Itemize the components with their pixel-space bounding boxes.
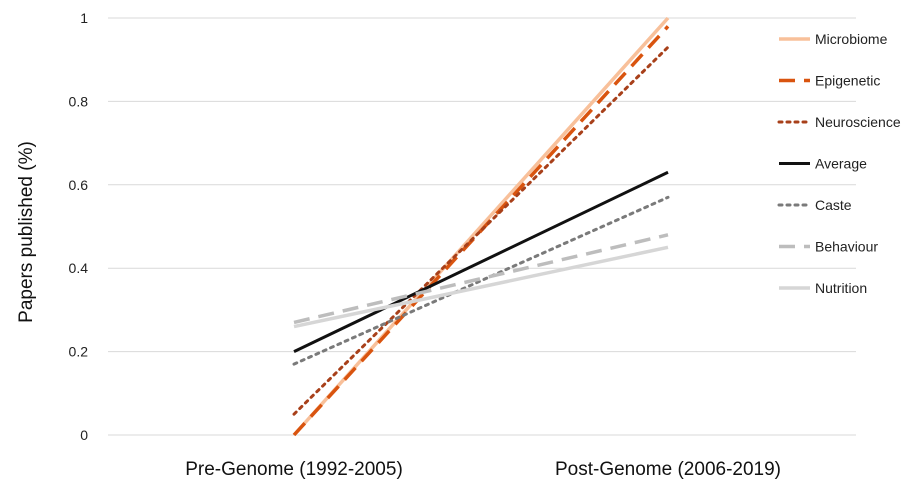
series-line-nutrition [293, 245, 669, 329]
y-axis-ticks: 0 0.2 0.4 0.6 0.8 1 [69, 10, 89, 443]
legend: Microbiome Epigenetic Neuroscience Average C… [777, 31, 901, 296]
legend-label-caste: Caste [815, 197, 852, 213]
legend-label-behaviour: Behaviour [815, 239, 878, 255]
series-line-behaviour [293, 233, 669, 325]
legend-label-average: Average [815, 156, 867, 172]
x-axis-categories: Pre-Genome (1992-2005) Post-Genome (2006… [185, 459, 781, 480]
y-tick-label: 0 [80, 427, 88, 443]
y-tick-label: 1 [80, 10, 88, 26]
series-lines [292, 16, 670, 437]
series-line-caste [292, 195, 670, 366]
y-tick-label: 0.2 [69, 344, 89, 360]
y-tick-label: 0.8 [69, 93, 89, 109]
y-tick-label: 0.4 [69, 260, 89, 276]
legend-label-microbiome: Microbiome [815, 31, 888, 47]
y-axis-label: Papers published (%) [16, 141, 37, 323]
legend-label-neuroscience: Neuroscience [815, 114, 901, 130]
series-line-epigenetic [292, 25, 670, 437]
gridlines [108, 17, 856, 436]
series-line-average [293, 170, 669, 353]
legend-label-nutrition: Nutrition [815, 280, 867, 296]
series-line-neuroscience [292, 45, 670, 416]
y-tick-label: 0.6 [69, 177, 89, 193]
category-label-post-genome: Post-Genome (2006-2019) [555, 459, 781, 480]
legend-label-epigenetic: Epigenetic [815, 73, 880, 89]
category-label-pre-genome: Pre-Genome (1992-2005) [185, 459, 403, 480]
series-line-microbiome [292, 16, 670, 437]
